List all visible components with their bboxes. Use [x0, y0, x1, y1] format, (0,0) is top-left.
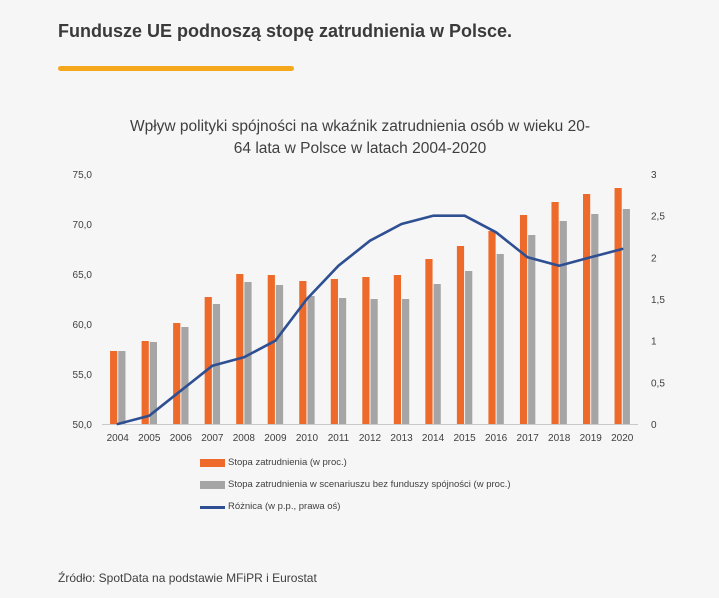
bar-employment-2013	[393, 275, 402, 424]
bar-employment-2007	[204, 297, 212, 424]
y-left-tick-label: 75,0	[73, 170, 93, 181]
bar-employment-2019	[583, 194, 591, 424]
bar-employment-2010	[299, 281, 307, 424]
bar-no-funds-2013	[402, 299, 410, 424]
bar-employment-2018	[551, 202, 559, 424]
y-right-tick-label: 0,5	[651, 378, 665, 389]
y-left-tick-label: 60,0	[73, 320, 93, 331]
legend-label-difference: Różnica (w p.p., prawa oś)	[228, 501, 341, 512]
bar-no-funds-2017	[528, 235, 536, 424]
x-tick-label: 2016	[485, 433, 508, 444]
bar-no-funds-2019	[591, 214, 599, 424]
legend-swatch-line	[200, 506, 225, 509]
y-left-tick-label: 50,0	[73, 420, 93, 431]
x-tick-label: 2005	[138, 433, 161, 444]
y-right-tick-label: 3	[651, 170, 657, 181]
x-tick-label: 2011	[328, 433, 350, 444]
legend-swatch-gray	[200, 481, 225, 489]
chart-tick-labels: 2004 2005 2006 2007 2008 2009 2010 2011 2012 2013…	[73, 170, 666, 444]
y-right-tick-label: 2,5	[651, 212, 665, 223]
bar-employment-2014	[425, 259, 433, 424]
bar-employment-2012	[362, 277, 370, 424]
bar-employment-2016	[488, 231, 496, 424]
bar-no-funds-2016	[496, 254, 504, 424]
bar-employment-2015	[456, 246, 465, 424]
chart-bars	[110, 188, 630, 424]
y-right-tick-label: 2	[651, 253, 657, 264]
bar-no-funds-2008	[244, 282, 252, 424]
bar-no-funds-2011	[338, 298, 347, 424]
chart-title: Wpływ polityki spójności na wkaźnik zatr…	[110, 116, 610, 160]
bar-employment-2011	[330, 279, 338, 424]
accent-underline	[58, 66, 294, 71]
bar-no-funds-2020	[622, 209, 630, 424]
bar-no-funds-2010	[307, 296, 315, 424]
y-left-tick-label: 65,0	[73, 270, 93, 281]
bar-no-funds-2005	[149, 342, 157, 424]
x-tick-label: 2020	[611, 433, 634, 444]
y-right-tick-label: 0	[651, 420, 657, 431]
legend-label-no-funds: Stopa zatrudnienia w scenariuszu bez fun…	[228, 479, 511, 490]
bar-no-funds-2012	[370, 299, 378, 424]
bar-no-funds-2014	[433, 284, 441, 424]
chart-line	[116, 214, 624, 426]
x-tick-label: 2014	[422, 433, 445, 444]
bar-employment-2020	[614, 188, 622, 424]
bar-no-funds-2009	[275, 285, 284, 424]
bar-employment-2005	[141, 341, 149, 424]
bar-no-funds-2006	[181, 327, 189, 424]
x-tick-label: 2018	[548, 433, 571, 444]
y-right-tick-label: 1,5	[651, 295, 665, 306]
y-right-tick-label: 1	[651, 337, 657, 348]
x-tick-label: 2008	[233, 433, 256, 444]
y-left-tick-label: 70,0	[73, 220, 93, 231]
legend-label-employment: Stopa zatrudnienia (w proc.)	[228, 457, 347, 468]
x-tick-label: 2010	[296, 433, 319, 444]
bar-no-funds-2015	[465, 271, 473, 424]
line-difference	[116, 214, 624, 426]
bar-employment-2009	[267, 275, 275, 424]
bar-employment-2008	[236, 274, 244, 424]
x-tick-label: 2019	[580, 433, 603, 444]
x-tick-label: 2004	[107, 433, 130, 444]
legend-swatch-orange	[200, 459, 225, 467]
x-tick-label: 2015	[453, 433, 476, 444]
x-tick-label: 2009	[264, 433, 287, 444]
x-tick-label: 2013	[390, 433, 413, 444]
x-tick-label: 2012	[359, 433, 382, 444]
chart-title-line-2: 64 lata w Polsce w latach 2004-2020	[233, 140, 487, 157]
bar-no-funds-2004	[118, 351, 126, 424]
x-tick-label: 2006	[170, 433, 193, 444]
chart-title-line-1: Wpływ polityki spójności na wkaźnik zatr…	[129, 118, 591, 135]
bar-employment-2006	[173, 323, 181, 424]
x-tick-label: 2007	[201, 433, 224, 444]
bar-employment-2017	[519, 215, 528, 424]
x-tick-label: 2017	[517, 433, 540, 444]
bar-no-funds-2018	[559, 221, 567, 424]
bar-employment-2004	[110, 351, 118, 424]
page-headline: Fundusze UE podnoszą stopę zatrudnienia …	[58, 21, 513, 41]
y-left-tick-label: 55,0	[73, 370, 93, 381]
source-note: Źródło: SpotData na podstawie MFiPR i Eu…	[58, 571, 317, 585]
